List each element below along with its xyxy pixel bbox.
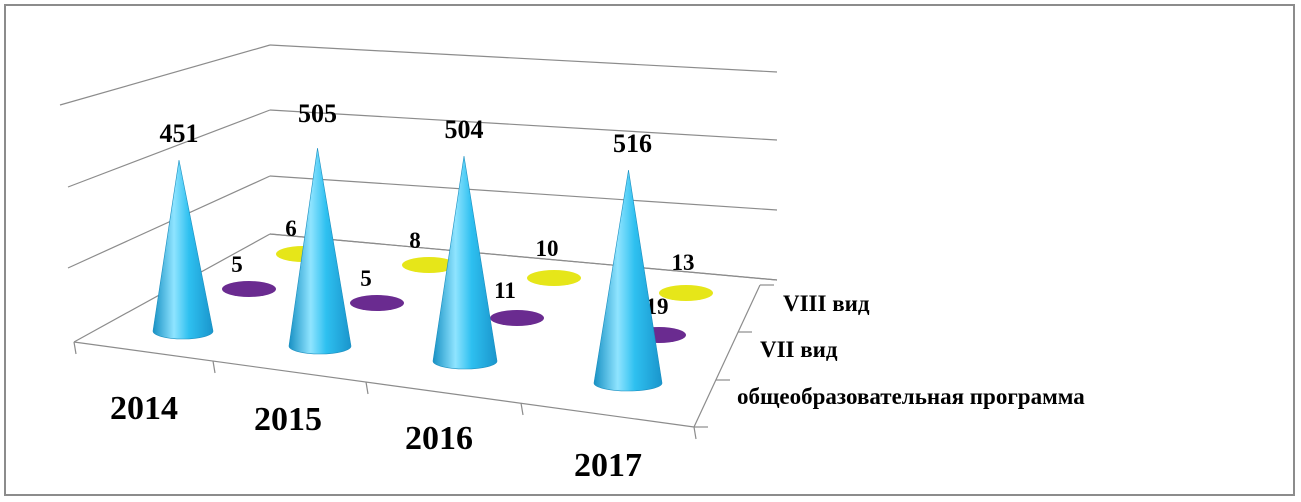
data-label-general: 505 xyxy=(298,99,337,128)
series-label-vii: VII вид xyxy=(760,337,838,362)
data-label-vii: 11 xyxy=(494,278,516,303)
disc-vii xyxy=(222,281,276,297)
cone-general xyxy=(288,147,352,355)
x-tick-label: 2016 xyxy=(405,420,473,457)
cone-general xyxy=(593,169,663,392)
gridline xyxy=(59,44,271,106)
data-label-vii: 5 xyxy=(360,266,372,291)
data-label-general: 504 xyxy=(445,115,484,144)
data-label-viii: 10 xyxy=(536,236,559,261)
x-tick-label: 2017 xyxy=(574,447,642,484)
series-label-general: общеобразовательная программа xyxy=(737,384,1085,409)
gridline xyxy=(67,175,271,269)
x-tick-label: 2015 xyxy=(254,401,322,438)
series-label-viii: VIII вид xyxy=(783,291,870,316)
back-gridlines xyxy=(269,44,778,281)
data-label-viii: 8 xyxy=(409,228,421,253)
gridline xyxy=(269,44,778,73)
x-ticks xyxy=(73,341,697,440)
disc-viii xyxy=(659,285,713,301)
disc-viii xyxy=(527,270,581,286)
x-axis-line xyxy=(73,341,695,428)
data-label-general: 516 xyxy=(613,129,652,158)
data-label-general: 451 xyxy=(160,119,199,148)
x-tick-label: 2014 xyxy=(110,390,178,427)
depth-axis-line xyxy=(693,284,761,428)
x-tick xyxy=(212,360,216,374)
cone-general xyxy=(432,155,498,370)
data-label-vii: 5 xyxy=(231,252,243,277)
gridline xyxy=(269,109,778,141)
x-tick xyxy=(693,426,697,440)
x-tick xyxy=(73,341,77,355)
disc-vii xyxy=(350,295,404,311)
data-label-viii: 6 xyxy=(285,216,297,241)
depth-ticks xyxy=(694,284,774,428)
x-tick xyxy=(365,381,369,395)
cone-general xyxy=(152,159,214,340)
data-label-viii: 13 xyxy=(672,250,695,275)
gridline xyxy=(67,109,271,188)
floor-back-edge xyxy=(269,233,778,281)
floor xyxy=(73,233,778,428)
gridline xyxy=(269,175,778,211)
disc-viii xyxy=(402,257,456,273)
x-tick xyxy=(520,402,524,416)
chart-frame: 6 8 10 13 5 5 11 19 451 505 504 516 2014 2015 2016 … xyxy=(4,4,1295,496)
disc-vii xyxy=(490,310,544,326)
